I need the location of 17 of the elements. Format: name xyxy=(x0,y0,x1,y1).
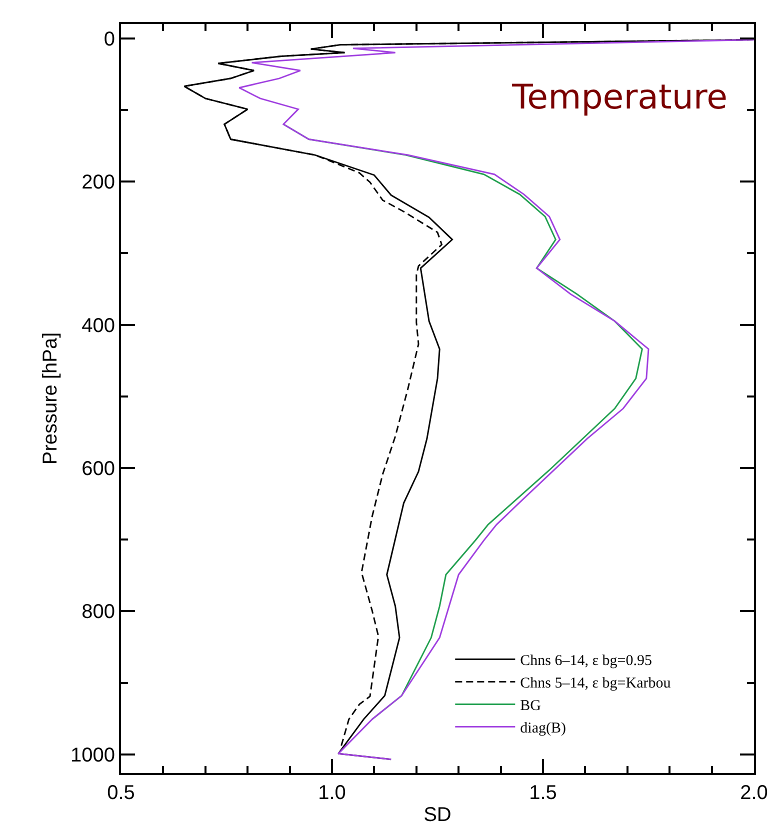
y-tick-label: 400 xyxy=(82,314,115,337)
legend-label: BG xyxy=(520,698,542,714)
legend-label: Chns 5–14, ε bg=Karbou xyxy=(520,676,672,692)
x-tick-label: 0.5 xyxy=(107,782,135,804)
legend-label: diag(B) xyxy=(520,720,566,737)
legend-label: Chns 6–14, ε bg=0.95 xyxy=(520,653,652,670)
x-tick-label: 1.5 xyxy=(529,782,557,804)
x-tick-label: 1.0 xyxy=(318,782,346,804)
x-tick-label: 2.0 xyxy=(740,782,768,804)
x-axis-title: SD xyxy=(424,804,452,826)
y-tick-label: 1000 xyxy=(70,744,115,766)
y-tick-label: 200 xyxy=(82,172,115,194)
y-axis-title: Pressure [hPa] xyxy=(40,332,62,465)
y-tick-label: 600 xyxy=(82,458,115,480)
text: Temperature xyxy=(511,77,728,118)
y-tick-label: 0 xyxy=(104,28,115,50)
y-tick-label: 800 xyxy=(82,601,115,624)
